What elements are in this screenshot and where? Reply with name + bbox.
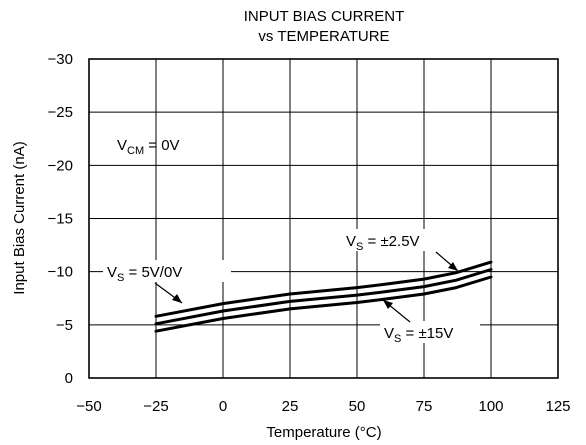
annotation-vs-bot-rest: = ±15V bbox=[401, 325, 453, 342]
annotation-vs-mid-main: V bbox=[346, 233, 356, 250]
annotation-vs-mid-arrowhead bbox=[448, 262, 458, 271]
annotation-vs-mid-bg bbox=[342, 229, 450, 251]
annotation-vcm-main: V bbox=[117, 137, 127, 154]
chart-title-line-2: vs TEMPERATURE bbox=[258, 28, 389, 45]
y-tick-labels: 0 −5 −10 −15 −20 −25 −30 bbox=[48, 51, 73, 387]
annotation-vs-bot-arrowhead bbox=[383, 300, 393, 309]
series-layer bbox=[154, 260, 493, 333]
plot-frame bbox=[88, 58, 559, 379]
chart-title-line-1: INPUT BIAS CURRENT bbox=[244, 8, 405, 25]
y-tick-label: −25 bbox=[48, 104, 73, 121]
annotation-vcm: VCM = 0V bbox=[117, 137, 180, 157]
annotation-vs-bot-main: V bbox=[384, 325, 394, 342]
annotation-vs-mid-sub: S bbox=[356, 241, 363, 253]
x-tick-label: 25 bbox=[282, 398, 299, 415]
annotation-vs-bot: VS = ±15V bbox=[384, 325, 453, 345]
y-tick-label: −5 bbox=[56, 317, 73, 334]
x-tick-label: −50 bbox=[76, 398, 101, 415]
annotation-vs-top-rest: = 5V/0V bbox=[124, 264, 182, 281]
y-tick-label: −10 bbox=[48, 264, 73, 281]
y-tick-label: −20 bbox=[48, 157, 73, 174]
annotation-vs-top-bg bbox=[103, 260, 231, 282]
series-line-2 bbox=[154, 268, 493, 326]
x-axis-label: Temperature (°C) bbox=[266, 424, 381, 441]
annotation-vs-top-arrowhead bbox=[172, 294, 182, 303]
x-tick-label: 50 bbox=[349, 398, 366, 415]
y-tick-label: −30 bbox=[48, 51, 73, 68]
series-line-3 bbox=[154, 275, 493, 333]
x-tick-labels: −50 −25 0 25 50 75 100 125 bbox=[76, 398, 570, 415]
annotation-vs-mid: VS = ±2.5V bbox=[346, 233, 420, 253]
x-tick-label: 75 bbox=[416, 398, 433, 415]
annotation-vs-bot-bg bbox=[380, 321, 480, 343]
annotation-vcm-sub: CM bbox=[127, 145, 144, 157]
x-tick-label: −25 bbox=[143, 398, 168, 415]
annotation-vs-top-sub: S bbox=[117, 272, 124, 284]
annotation-vs-mid-rest: = ±2.5V bbox=[363, 233, 419, 250]
x-tick-label: 100 bbox=[478, 398, 503, 415]
y-axis-label: Input Bias Current (nA) bbox=[11, 141, 28, 294]
x-tick-label: 0 bbox=[219, 398, 227, 415]
annotation-vs-top-main: V bbox=[107, 264, 117, 281]
annotation-vs-top: VS = 5V/0V bbox=[107, 264, 182, 284]
annotation-vcm-rest: = 0V bbox=[144, 137, 179, 154]
annotation-vs-bot-sub: S bbox=[394, 333, 401, 345]
x-tick-label: 125 bbox=[545, 398, 570, 415]
series-line-1 bbox=[154, 260, 493, 318]
y-tick-label: 0 bbox=[65, 370, 73, 387]
y-tick-label: −15 bbox=[48, 211, 73, 228]
